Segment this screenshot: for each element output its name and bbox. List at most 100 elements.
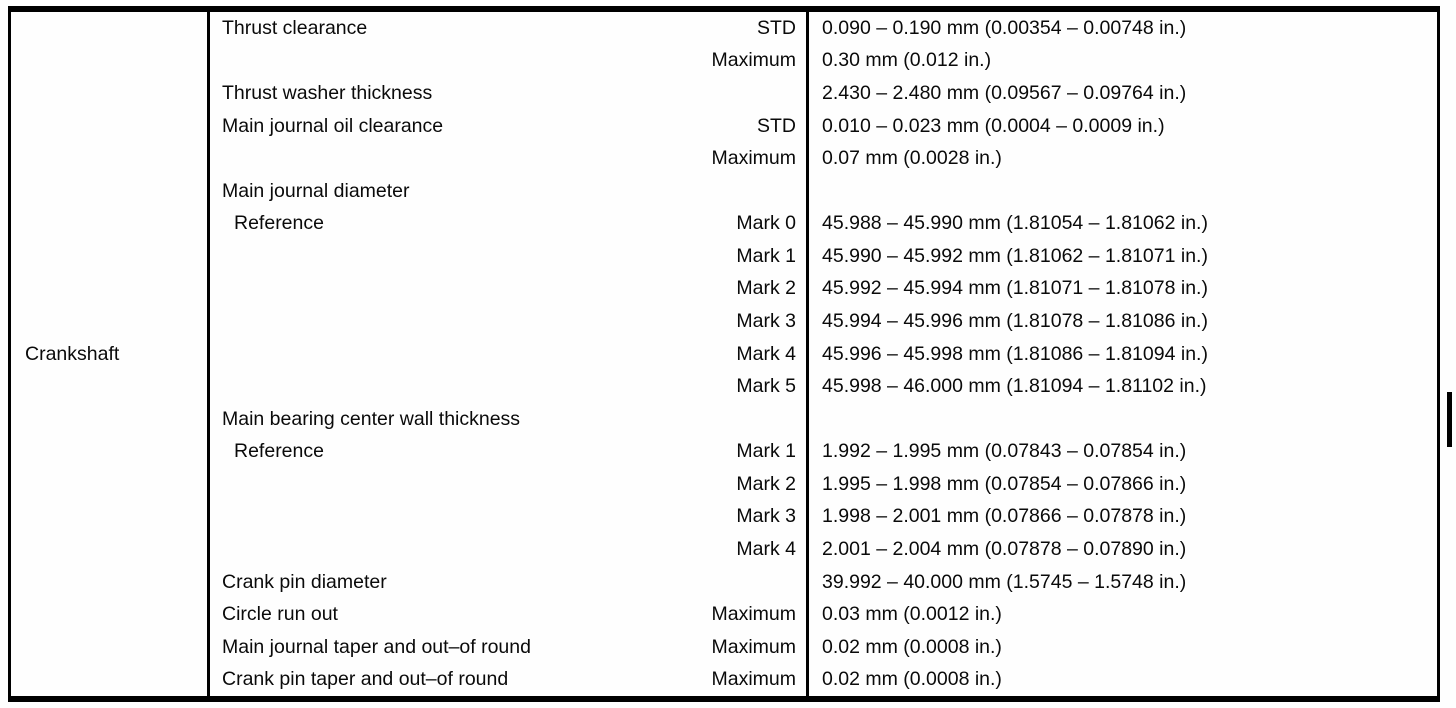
value-text: 1.995 – 1.998 mm (0.07854 – 0.07866 in.) — [822, 472, 1187, 495]
value-text: 45.994 – 45.996 mm (1.81078 – 1.81086 in… — [822, 309, 1208, 332]
item-label: Main journal oil clearance — [222, 114, 444, 137]
item-cell: Main bearing center wall thickness — [210, 403, 806, 436]
item-label: Main journal diameter — [222, 179, 410, 202]
item-cell: Mark 5 — [210, 370, 806, 403]
value-cell: 45.992 – 45.994 mm (1.81071 – 1.81078 in… — [806, 272, 1437, 306]
spec-row: Thrust clearance STD 0.090 – 0.190 mm (0… — [210, 12, 1437, 45]
spec-row: Mark 4 2.001 – 2.004 mm (0.07878 – 0.078… — [210, 533, 1437, 566]
value-cell: 45.996 – 45.998 mm (1.81086 – 1.81094 in… — [806, 337, 1437, 371]
spec-rows-container: Thrust clearance STD 0.090 – 0.190 mm (0… — [210, 12, 1437, 697]
item-label: Reference — [234, 212, 324, 235]
value-cell: 0.02 mm (0.0008 in.) — [806, 663, 1437, 697]
value-cell: 0.02 mm (0.0008 in.) — [806, 630, 1437, 664]
value-cell: 1.992 – 1.995 mm (0.07843 – 0.07854 in.) — [806, 435, 1437, 469]
item-cell: Circle run out Maximum — [210, 598, 806, 631]
item-label: Thrust clearance — [222, 16, 368, 39]
item-cell: Mark 4 — [210, 338, 806, 371]
item-label: Thrust washer thickness — [222, 81, 433, 104]
value-cell — [806, 174, 1437, 208]
value-text: 0.02 mm (0.0008 in.) — [822, 635, 1002, 658]
component-label: Crankshaft — [25, 342, 120, 365]
item-cell: Mark 1 — [210, 240, 806, 273]
value-text: 2.001 – 2.004 mm (0.07878 – 0.07890 in.) — [822, 538, 1187, 561]
spec-row: Mark 5 45.998 – 46.000 mm (1.81094 – 1.8… — [210, 370, 1437, 403]
spec-row: Mark 2 45.992 – 45.994 mm (1.81071 – 1.8… — [210, 272, 1437, 306]
item-cell: Mark 2 — [210, 468, 806, 501]
component-cell: Crankshaft — [11, 12, 210, 696]
spec-row: Main journal oil clearance STD 0.010 – 0… — [210, 109, 1437, 143]
value-text: 1.992 – 1.995 mm (0.07843 – 0.07854 in.) — [822, 440, 1187, 463]
item-qualifier: Mark 4 — [736, 538, 796, 561]
item-label: Reference — [234, 440, 324, 463]
value-cell: 45.998 – 46.000 mm (1.81094 – 1.81102 in… — [806, 370, 1437, 403]
value-cell: 1.998 – 2.001 mm (0.07866 – 0.07878 in.) — [806, 500, 1437, 534]
value-cell: 2.001 – 2.004 mm (0.07878 – 0.07890 in.) — [806, 533, 1437, 566]
value-text: 0.03 mm (0.0012 in.) — [822, 603, 1002, 626]
item-cell: Reference Mark 0 — [210, 207, 806, 240]
item-qualifier: Mark 4 — [736, 342, 796, 365]
item-qualifier: Mark 5 — [736, 375, 796, 398]
spec-row: Mark 2 1.995 – 1.998 mm (0.07854 – 0.078… — [210, 468, 1437, 501]
value-cell: 1.995 – 1.998 mm (0.07854 – 0.07866 in.) — [806, 468, 1437, 501]
item-cell: Thrust clearance STD — [210, 12, 806, 45]
spec-row: Main bearing center wall thickness — [210, 402, 1437, 436]
value-cell: 45.988 – 45.990 mm (1.81054 – 1.81062 in… — [806, 207, 1437, 241]
item-cell: Mark 2 — [210, 273, 806, 306]
value-text: 1.998 – 2.001 mm (0.07866 – 0.07878 in.) — [822, 505, 1187, 528]
value-cell: 39.992 – 40.000 mm (1.5745 – 1.5748 in.) — [806, 565, 1437, 599]
value-text: 0.010 – 0.023 mm (0.0004 – 0.0009 in.) — [822, 114, 1165, 137]
item-qualifier: Maximum — [711, 49, 796, 72]
value-cell: 2.430 – 2.480 mm (0.09567 – 0.09764 in.) — [806, 77, 1437, 110]
spec-row: Main journal diameter — [210, 174, 1437, 208]
value-cell: 0.010 – 0.023 mm (0.0004 – 0.0009 in.) — [806, 109, 1437, 143]
spec-row: Maximum 0.30 mm (0.012 in.) — [210, 44, 1437, 78]
item-cell: Thrust washer thickness — [210, 77, 806, 110]
item-qualifier: Mark 0 — [736, 212, 796, 235]
spec-row: Thrust washer thickness 2.430 – 2.480 mm… — [210, 77, 1437, 110]
item-qualifier: Mark 2 — [736, 472, 796, 495]
item-cell: Reference Mark 1 — [210, 436, 806, 469]
item-cell: Main journal diameter — [210, 175, 806, 208]
spec-row: Maximum 0.07 mm (0.0028 in.) — [210, 142, 1437, 175]
item-qualifier: Maximum — [711, 147, 796, 170]
item-qualifier: Maximum — [711, 603, 796, 626]
item-cell: Crank pin taper and out–of round Maximum — [210, 664, 806, 697]
value-cell: 0.07 mm (0.0028 in.) — [806, 142, 1437, 175]
value-cell: 45.990 – 45.992 mm (1.81062 – 1.81071 in… — [806, 240, 1437, 273]
item-label: Crank pin diameter — [222, 570, 387, 593]
spec-row: Reference Mark 1 1.992 – 1.995 mm (0.078… — [210, 435, 1437, 469]
spec-row: Reference Mark 0 45.988 – 45.990 mm (1.8… — [210, 207, 1437, 241]
item-label: Crank pin taper and out–of round — [222, 668, 509, 691]
item-label: Circle run out — [222, 603, 338, 626]
item-qualifier: Mark 3 — [736, 309, 796, 332]
item-label: Main bearing center wall thickness — [222, 407, 521, 430]
item-qualifier: Mark 1 — [736, 244, 796, 267]
item-qualifier: STD — [757, 114, 796, 137]
value-text: 0.090 – 0.190 mm (0.00354 – 0.00748 in.) — [822, 16, 1187, 39]
item-qualifier: Maximum — [711, 635, 796, 658]
item-qualifier: Maximum — [711, 668, 796, 691]
spec-row: Crank pin diameter 39.992 – 40.000 mm (1… — [210, 565, 1437, 599]
value-text: 45.990 – 45.992 mm (1.81062 – 1.81071 in… — [822, 244, 1208, 267]
item-qualifier: STD — [757, 16, 796, 39]
value-cell: 0.090 – 0.190 mm (0.00354 – 0.00748 in.) — [806, 12, 1437, 45]
value-cell: 0.30 mm (0.012 in.) — [806, 44, 1437, 78]
value-text: 45.988 – 45.990 mm (1.81054 – 1.81062 in… — [822, 212, 1208, 235]
item-cell: Maximum — [210, 142, 806, 175]
item-cell: Mark 3 — [210, 305, 806, 338]
crankshaft-spec-table: Crankshaft Thrust clearance STD 0.090 – … — [8, 6, 1440, 702]
value-cell: 0.03 mm (0.0012 in.) — [806, 598, 1437, 631]
value-text: 45.998 – 46.000 mm (1.81094 – 1.81102 in… — [822, 375, 1207, 398]
item-qualifier: Mark 3 — [736, 505, 796, 528]
value-text: 45.992 – 45.994 mm (1.81071 – 1.81078 in… — [822, 277, 1208, 300]
value-text: 2.430 – 2.480 mm (0.09567 – 0.09764 in.) — [822, 81, 1187, 104]
item-cell: Main journal taper and out–of round Maxi… — [210, 631, 806, 664]
revision-change-bar — [1447, 392, 1452, 447]
item-cell: Maximum — [210, 45, 806, 78]
value-text: 0.07 mm (0.0028 in.) — [822, 147, 1002, 170]
item-qualifier: Mark 2 — [736, 277, 796, 300]
item-cell: Mark 3 — [210, 501, 806, 534]
item-cell: Main journal oil clearance STD — [210, 110, 806, 143]
spec-row: Crank pin taper and out–of round Maximum… — [210, 663, 1437, 697]
